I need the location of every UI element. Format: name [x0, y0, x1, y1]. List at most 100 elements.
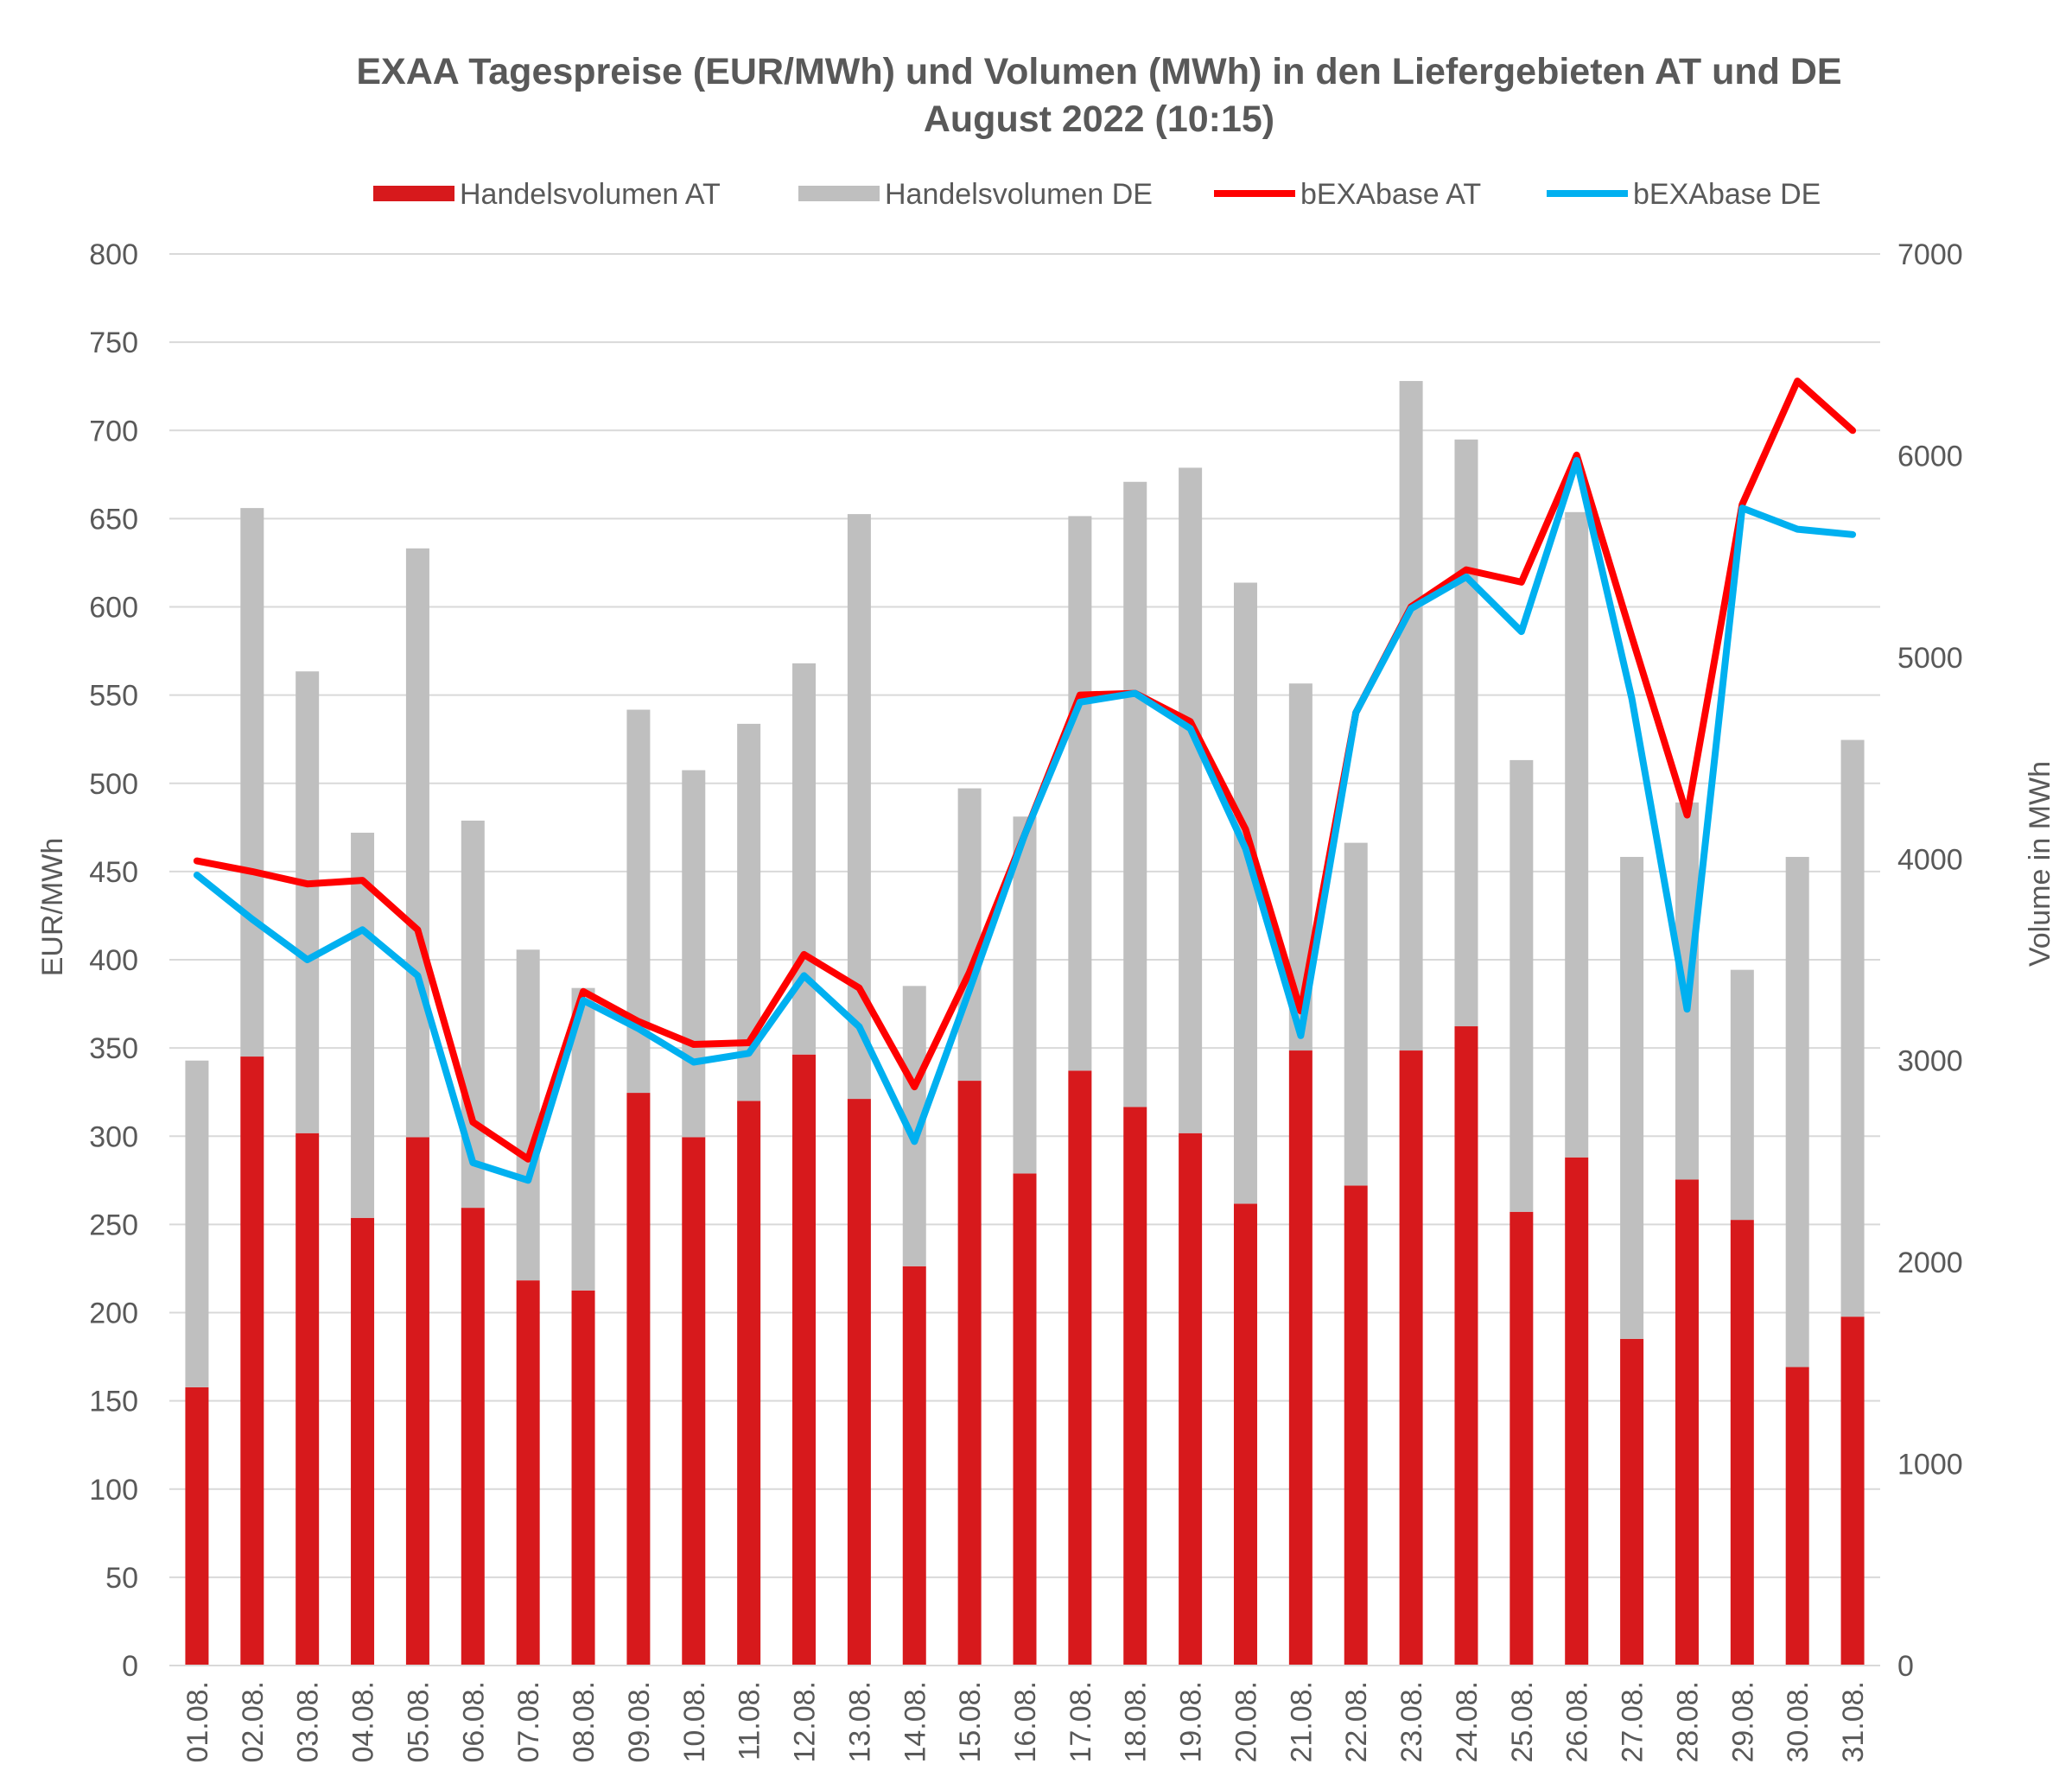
bar-handelsvolumen-de [1620, 856, 1644, 1339]
x-tick-label: 30.08. [1782, 1681, 1815, 1763]
y-left-tick-label: 700 [89, 415, 138, 447]
bar-handelsvolumen-de [792, 663, 817, 1055]
y-left-tick-label: 200 [89, 1298, 138, 1330]
x-tick-label: 13.08. [843, 1681, 876, 1763]
x-tick-label: 12.08. [789, 1681, 822, 1763]
bar-handelsvolumen-de [461, 820, 485, 1209]
bar-handelsvolumen-at [1399, 1050, 1423, 1666]
y-right-tick-label: 0 [1897, 1650, 1914, 1683]
legend-label: bEXAbase DE [1633, 178, 1821, 211]
y-axis-left-title: EUR/MWh [36, 838, 69, 977]
legend-label: Handelsvolumen DE [885, 178, 1153, 211]
bar-handelsvolumen-at [405, 1137, 429, 1666]
bar-handelsvolumen-at [461, 1208, 485, 1666]
bar-handelsvolumen-de [1233, 582, 1257, 1204]
bar-handelsvolumen-at [792, 1054, 817, 1666]
x-tick-label: 25.08. [1506, 1681, 1539, 1763]
bar-handelsvolumen-de [847, 514, 871, 1100]
x-tick-label: 11.08. [734, 1681, 766, 1761]
x-tick-label: 27.08. [1617, 1681, 1649, 1763]
bar-handelsvolumen-at [1785, 1367, 1809, 1666]
legend-handelsvolumen-de: Handelsvolumen DE [798, 178, 1153, 211]
bars [185, 381, 1865, 1666]
bar-handelsvolumen-at [1620, 1338, 1644, 1666]
bar-handelsvolumen-de [1454, 439, 1478, 1027]
bar-handelsvolumen-at [1233, 1203, 1257, 1666]
bar-handelsvolumen-at [240, 1056, 264, 1666]
x-tick-label: 15.08. [954, 1681, 987, 1763]
x-tick-label: 08.08. [568, 1681, 601, 1763]
bar-handelsvolumen-at [1675, 1179, 1699, 1666]
bar-handelsvolumen-at [296, 1133, 320, 1666]
y-left-tick-label: 650 [89, 503, 138, 536]
x-tick-label: 04.08. [347, 1681, 380, 1763]
bar-handelsvolumen-de [1399, 381, 1423, 1051]
bar-handelsvolumen-de [296, 671, 320, 1133]
y-left-tick-label: 400 [89, 944, 138, 977]
legend-swatch [798, 186, 880, 201]
x-tick-label: 01.08. [181, 1681, 214, 1763]
bar-handelsvolumen-de [1123, 481, 1147, 1107]
bar-handelsvolumen-de [1510, 759, 1534, 1212]
bar-handelsvolumen-at [1013, 1173, 1037, 1666]
bar-handelsvolumen-de [351, 832, 375, 1218]
y-left-tick-label: 0 [122, 1650, 138, 1683]
bar-handelsvolumen-de [185, 1060, 209, 1387]
bar-handelsvolumen-at [1840, 1317, 1865, 1666]
bar-handelsvolumen-at [957, 1081, 982, 1666]
bar-handelsvolumen-de [1068, 516, 1092, 1071]
x-tick-label: 19.08. [1175, 1681, 1208, 1763]
bar-handelsvolumen-at [902, 1266, 926, 1666]
x-tick-label: 05.08. [402, 1681, 435, 1763]
bar-handelsvolumen-de [571, 987, 595, 1291]
y-right-tick-label: 4000 [1897, 843, 1963, 876]
bar-handelsvolumen-at [1179, 1133, 1203, 1666]
bar-handelsvolumen-de [957, 788, 982, 1082]
x-tick-label: 26.08. [1561, 1681, 1594, 1763]
y-right-tick-label: 7000 [1897, 238, 1963, 271]
y-left-tick-label: 550 [89, 680, 138, 713]
y-left-tick-label: 300 [89, 1120, 138, 1153]
legend-bexabase-at: bEXAbase AT [1214, 178, 1481, 211]
y-left-tick-label: 100 [89, 1474, 138, 1507]
bar-handelsvolumen-at [1454, 1026, 1478, 1666]
x-tick-label: 22.08. [1340, 1681, 1373, 1763]
y-right-tick-label: 2000 [1897, 1247, 1963, 1279]
bar-handelsvolumen-at [1068, 1070, 1092, 1666]
x-tick-label: 10.08. [678, 1681, 711, 1763]
bar-handelsvolumen-at [351, 1217, 375, 1666]
y-left-tick-label: 750 [89, 327, 138, 359]
x-tick-label: 09.08. [623, 1681, 656, 1763]
bar-handelsvolumen-de [682, 770, 706, 1138]
x-tick-label: 20.08. [1230, 1681, 1263, 1763]
bar-handelsvolumen-de [240, 508, 264, 1057]
bar-handelsvolumen-at [737, 1101, 761, 1666]
y-left-tick-label: 50 [105, 1562, 138, 1595]
bar-handelsvolumen-de [1013, 816, 1037, 1174]
bar-handelsvolumen-de [1840, 739, 1865, 1317]
bar-handelsvolumen-at [1730, 1220, 1754, 1666]
y-left-tick-label: 350 [89, 1032, 138, 1065]
x-tick-label: 21.08. [1285, 1681, 1318, 1763]
x-tick-label: 24.08. [1451, 1681, 1484, 1763]
y-right-tick-label: 6000 [1897, 440, 1963, 473]
y-axis-right-title: Volume in MWh [2024, 761, 2056, 967]
y-left-tick-label: 500 [89, 768, 138, 801]
y-left-tick-label: 150 [89, 1386, 138, 1418]
bar-handelsvolumen-de [1344, 842, 1368, 1186]
bar-handelsvolumen-at [626, 1093, 651, 1666]
bar-handelsvolumen-at [1288, 1050, 1312, 1666]
y-right-tick-label: 1000 [1897, 1449, 1963, 1482]
bar-handelsvolumen-at [571, 1290, 595, 1666]
legend-handelsvolumen-at: Handelsvolumen AT [373, 178, 721, 211]
x-tick-label: 31.08. [1837, 1681, 1870, 1763]
bar-handelsvolumen-at [185, 1386, 209, 1666]
legend-label: bEXAbase AT [1300, 178, 1481, 211]
x-tick-label: 16.08. [1009, 1681, 1042, 1763]
y-left-tick-label: 250 [89, 1209, 138, 1241]
chart-subtitle: August 2022 (10:15) [924, 98, 1274, 140]
bar-handelsvolumen-at [1344, 1185, 1368, 1666]
bar-handelsvolumen-de [516, 949, 540, 1281]
y-left-tick-label: 800 [89, 238, 138, 271]
